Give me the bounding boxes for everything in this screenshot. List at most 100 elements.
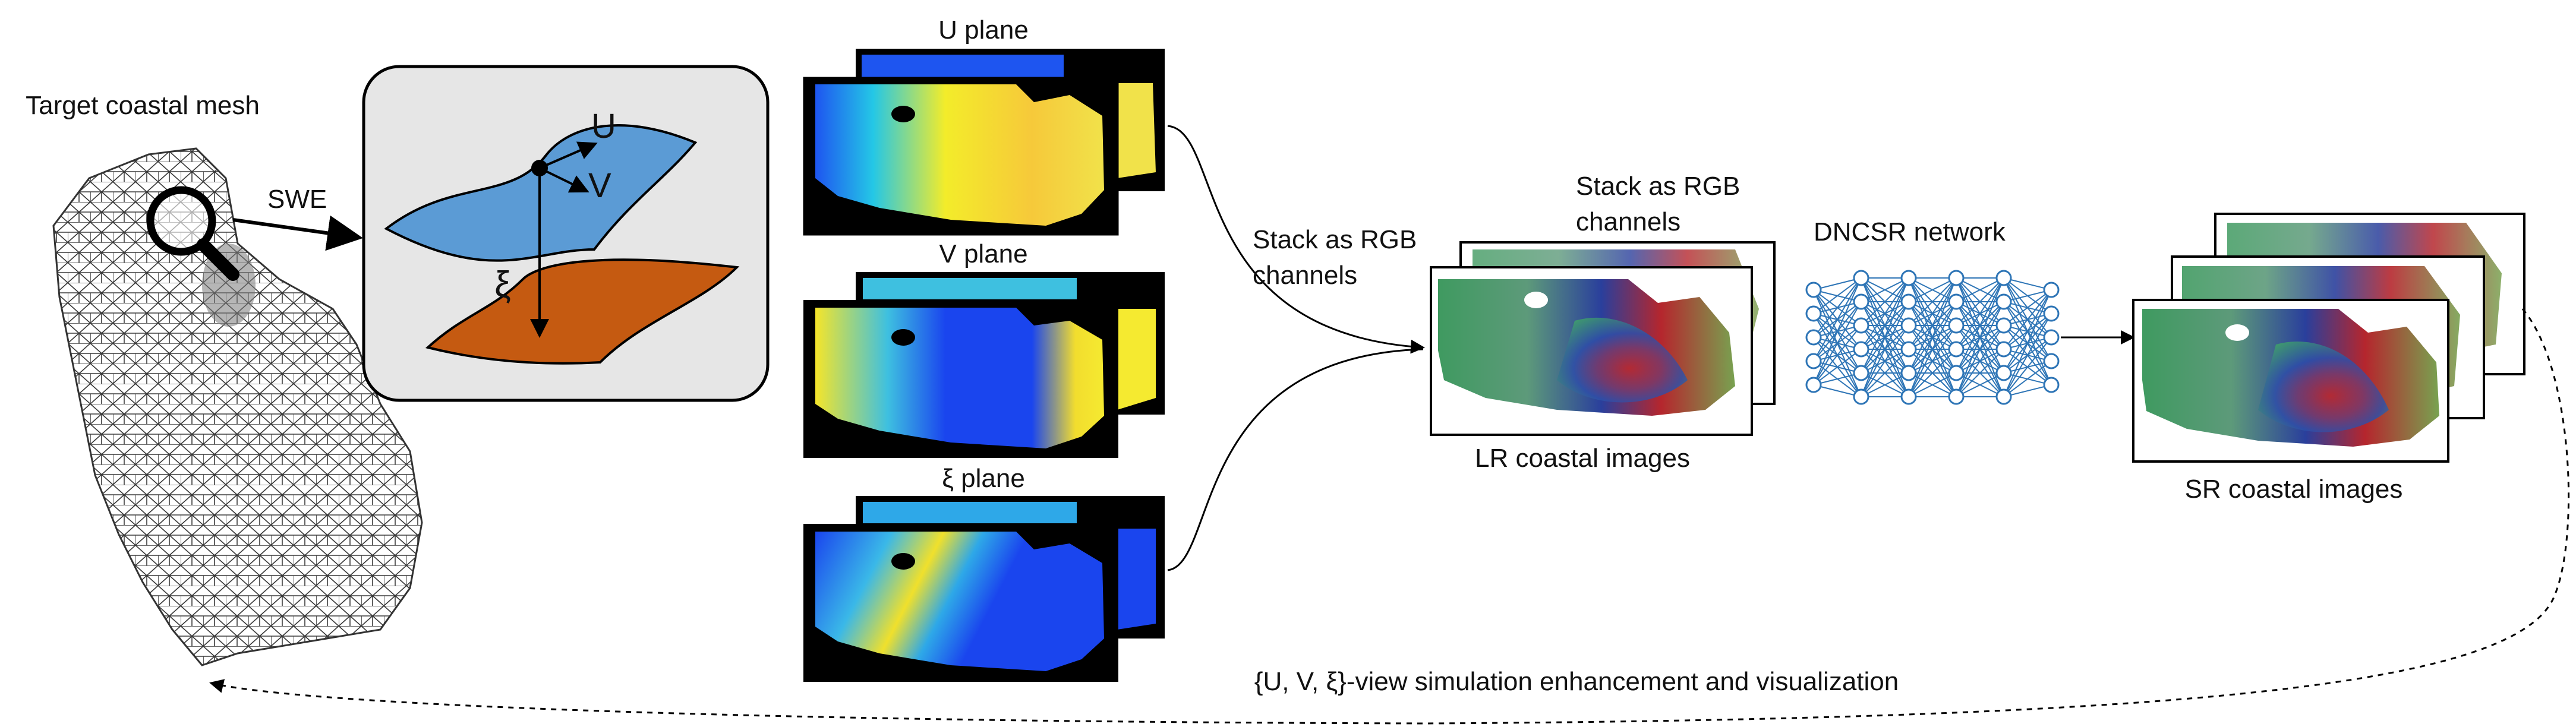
network-node [1995,365,2012,381]
network-node [1853,341,1869,358]
network-node [1948,365,1965,381]
network-node [1853,293,1869,310]
stack-left-line2: channels [1253,261,1357,290]
network-node [1948,317,1965,334]
network-edge [1908,277,1957,302]
network-node [2043,377,2060,393]
network-node [2043,329,2060,346]
network-node [2043,282,2060,298]
network-edge [1813,325,1862,385]
network-edge [1813,277,1862,290]
network-edge [1956,277,2004,302]
network-node [1995,270,2012,286]
network-edge [1861,277,1909,374]
magnifier-icon [146,186,239,281]
network-node [1853,270,1869,286]
network-edge [1908,277,1957,397]
network-edge [2003,289,2052,397]
network-node [1805,353,1822,369]
network-node [1900,270,1917,286]
network-edge [1908,349,1957,397]
v-plane-stack [803,272,1165,458]
xi-plane-stack [803,496,1165,682]
network-edge [1956,277,2004,350]
network-node [1900,317,1917,334]
connector-bottom [1167,348,1424,571]
swe-arrow [232,215,363,251]
network-node [1805,282,1822,298]
network-edge [1861,372,1909,397]
network-edge [2003,289,2052,350]
network-node [1995,293,2012,310]
network-edge [1956,277,2004,374]
network-node [1900,293,1917,310]
v-vector [539,167,589,193]
network-edge [1813,384,1862,397]
network-edge [1908,372,1957,397]
network-edge [1908,277,1957,326]
network-edge [1956,349,2004,397]
network-edge [1908,277,1957,374]
connector-top [1167,125,1425,354]
network-node [1900,388,1917,405]
network-node [1995,317,2012,334]
network-node [2043,305,2060,322]
network-node [1900,365,1917,381]
network-edge [2003,289,2052,326]
stack-left-line1: Stack as RGB [1253,225,1417,254]
u-plane-stack [803,49,1165,236]
network-edge [1956,372,2004,397]
network-node [1995,341,2012,358]
network-node [1853,388,1869,405]
network-node [1948,293,1965,310]
u-plane-label: U plane [938,15,1029,45]
network-edge [2003,277,2052,290]
target-mesh-label: Target coastal mesh [26,91,260,120]
network-node [1805,305,1822,322]
u-vector [539,141,598,169]
network-node [1948,341,1965,358]
sr-images-label: SR coastal images [2185,475,2403,504]
network-node [1900,341,1917,358]
network-node [1948,388,1965,405]
network-edge [1861,277,1909,302]
network-edge [1956,301,2004,397]
stack-mid-line1: Stack as RGB [1576,172,1740,201]
network-edge [2003,289,2052,302]
sr-image-stack [2132,213,2525,463]
network-edge [1861,277,1909,326]
network-edge [1813,277,1862,338]
network-edge [1813,301,1862,385]
network-node [1995,388,2012,405]
network-edge [1813,277,1862,314]
network-node [1853,317,1869,334]
network-edge [1813,277,1862,362]
swe-label: SWE [267,185,327,214]
network-node [1948,270,1965,286]
network-label: DNCSR network [1814,217,2006,246]
network-node [1805,377,1822,393]
axis-xi-label: ξ [494,264,511,305]
network-node [2043,353,2060,369]
network-node [1853,365,1869,381]
xi-plane-label: ξ plane [942,464,1025,493]
network-edge [1861,325,1909,397]
v-plane-label: V plane [939,239,1027,268]
network-edge [2003,337,2052,397]
network-edge [2003,313,2052,397]
coastal-mesh [52,147,423,666]
network-edge [1861,277,1909,397]
network-edge [1956,325,2004,397]
network-edge [1861,301,1909,397]
network-edge [1956,277,2004,397]
network-edge [2003,289,2052,374]
network-edge [1813,277,1862,385]
dncsr-network [1805,270,2060,405]
feedback-label: {U, V, ξ}-view simulation enhancement an… [1254,667,1899,696]
network-edge [1908,325,1957,397]
stack-mid-line2: channels [1576,207,1680,236]
network-edge [1908,277,1957,350]
axis-v-label: V [588,166,611,205]
